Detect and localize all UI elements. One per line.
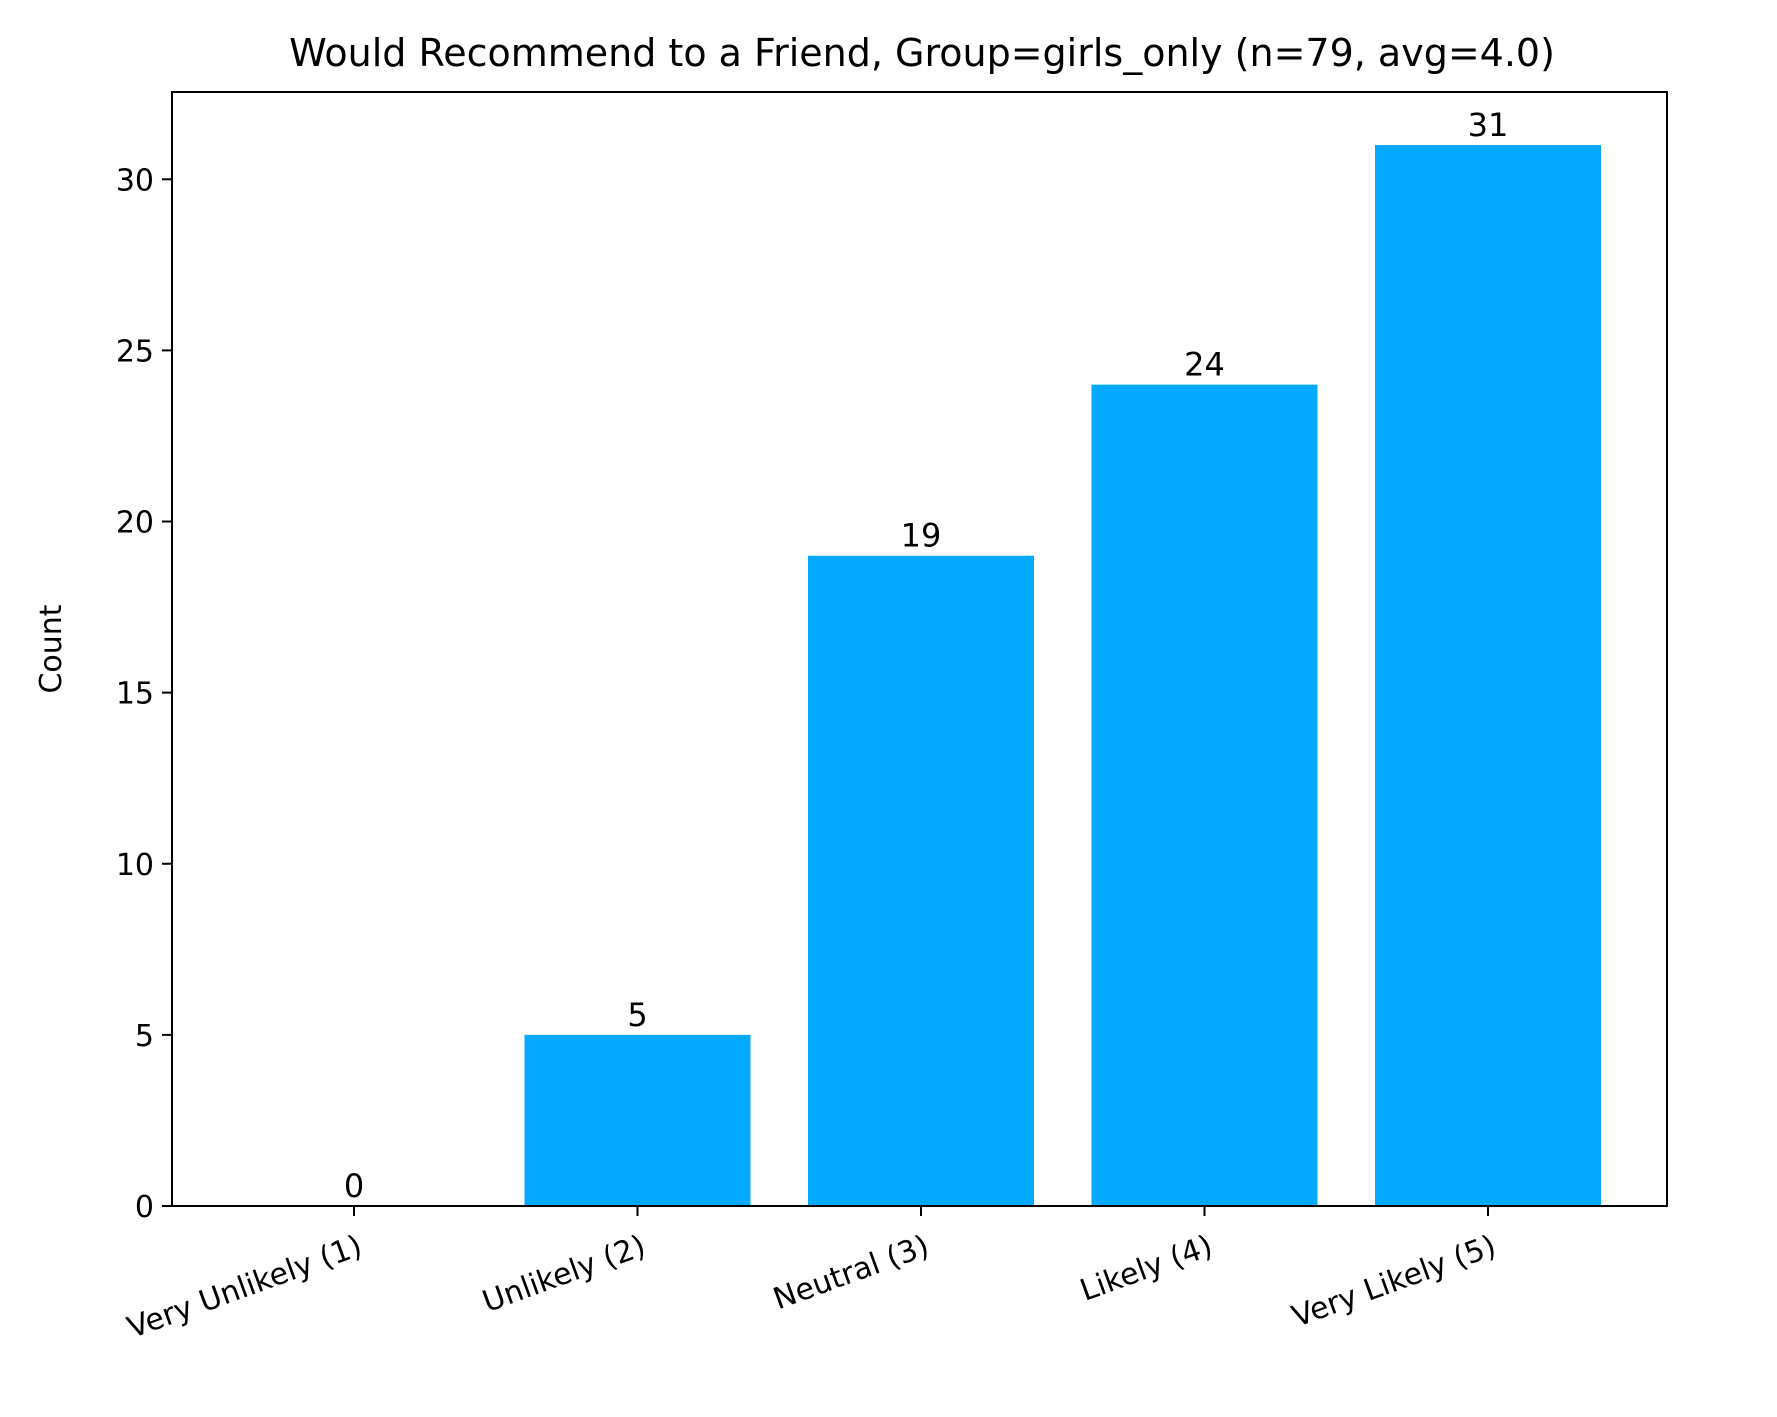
chart-title: Would Recommend to a Friend, Group=girls…: [289, 31, 1555, 75]
y-tick-label-5: 5: [135, 1019, 154, 1054]
y-axis-label: Count: [34, 604, 69, 693]
plot-frame: [171, 91, 1668, 1207]
bar-2: [524, 1034, 751, 1206]
bar-labels-layer: 0 5 19 24 31: [344, 106, 1509, 1205]
x-tick-label-1: Very Unlikely (1): [123, 1229, 367, 1346]
bar-value-label-3: 19: [901, 517, 942, 555]
y-tick-label-30: 30: [116, 163, 154, 198]
bars-layer: [524, 145, 1601, 1207]
bar-value-label-2: 5: [627, 996, 647, 1034]
bar-value-label-4: 24: [1184, 346, 1225, 384]
bar-4: [1091, 384, 1318, 1206]
x-axis: Very Unlikely (1) Unlikely (2) Neutral (3)…: [123, 1206, 1501, 1346]
bar-value-label-1: 0: [344, 1167, 364, 1205]
y-axis: 0 5 10 15 20 25 30: [116, 163, 172, 1225]
x-tick-label-4: Likely (4): [1076, 1229, 1218, 1309]
y-tick-label-15: 15: [116, 677, 154, 712]
x-tick-label-3: Neutral (3): [769, 1229, 934, 1318]
y-tick-label-25: 25: [116, 334, 154, 369]
x-tick-label-2: Unlikely (2): [478, 1229, 650, 1320]
y-tick-label-0: 0: [135, 1190, 154, 1225]
y-tick-label-10: 10: [116, 848, 154, 883]
y-tick-label-20: 20: [116, 506, 154, 541]
bar-3: [808, 555, 1034, 1206]
x-tick-label-5: Very Likely (5): [1287, 1229, 1500, 1335]
bar-value-label-5: 31: [1468, 106, 1509, 144]
bar-5: [1375, 145, 1601, 1207]
